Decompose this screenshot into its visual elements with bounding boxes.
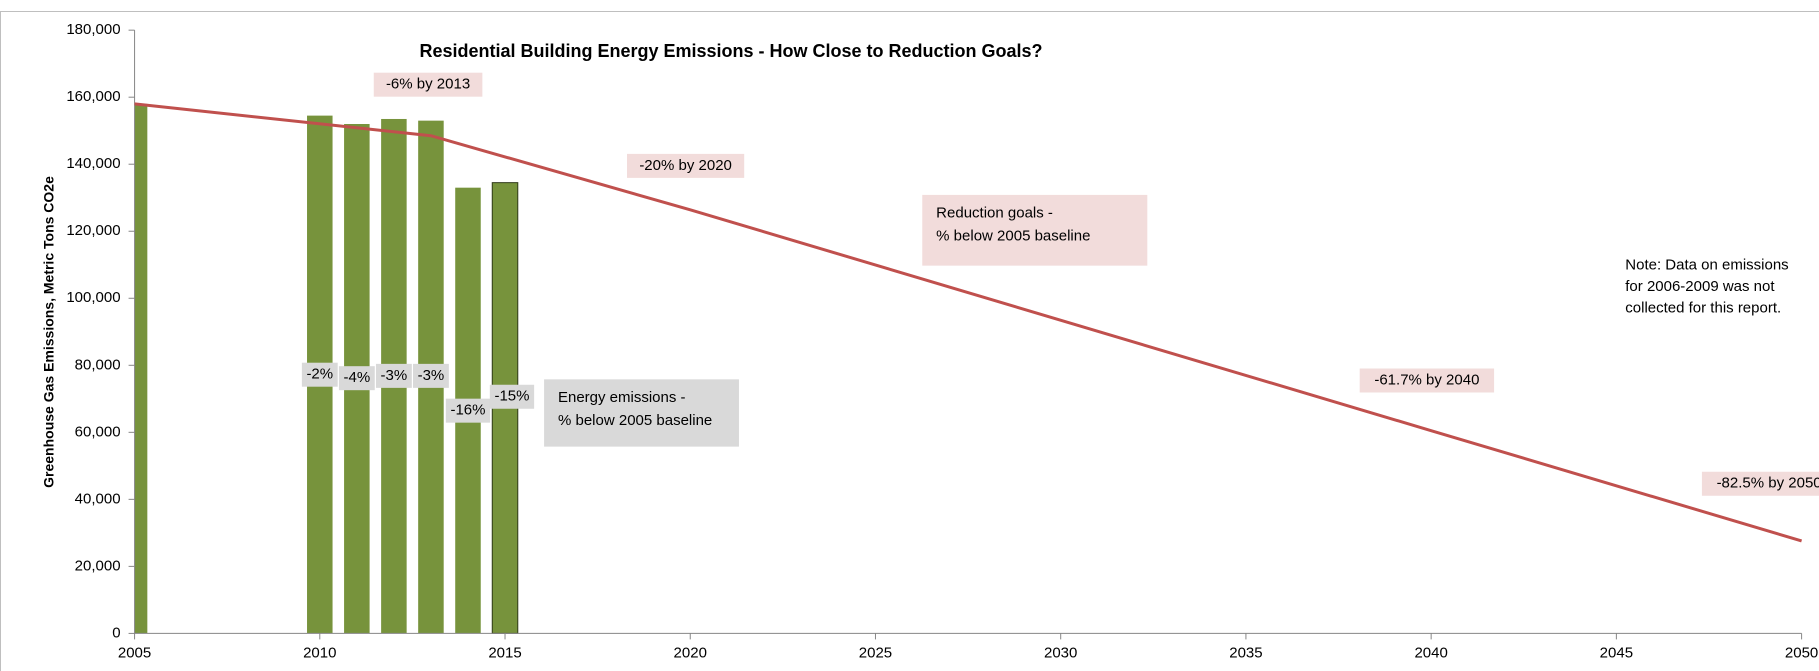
x-tick-label: 2045 [1600,644,1633,661]
note-line: Note: Data on emissions [1625,257,1788,274]
bar-label: -15% [494,388,529,405]
goal-label: -6% by 2013 [386,76,470,93]
bar-label: -3% [381,367,408,384]
bar-label: -4% [343,369,370,386]
goal-label-box [627,153,745,178]
goal-label: -82.5% by 2050 [1717,475,1819,492]
chart-title: Residential Building Energy Emissions - … [419,41,1042,61]
text-box-line: % below 2005 baseline [558,412,712,429]
y-tick-label: 100,000 [66,289,120,306]
goal-label-box [1701,471,1819,496]
bar-label: -16% [450,402,485,419]
bar-label-box [301,362,338,387]
bar-label-box [338,366,375,391]
x-tick-label: 2005 [118,644,151,661]
note-line: for 2006-2009 was not [1625,278,1775,295]
goal-label-box [1359,368,1495,393]
bar-label-box [489,384,535,409]
goal-label-box [373,72,483,97]
bar-label-box [375,363,412,388]
x-tick-label: 2015 [488,644,521,661]
x-tick-label: 2040 [1414,644,1447,661]
y-tick-label: 40,000 [75,490,121,507]
text-box [922,194,1148,266]
y-tick-label: 160,000 [66,88,120,105]
x-tick-label: 2050 [1785,644,1818,661]
bar [134,103,148,634]
text-box [544,379,739,447]
note-line: collected for this report. [1625,300,1781,317]
x-tick-label: 2010 [303,644,336,661]
bar-label-box [445,398,491,423]
text-box-line: Energy emissions - [558,389,686,406]
bar-label-box [413,363,449,388]
text-box-line: % below 2005 baseline [936,228,1090,245]
text-box-line: Reduction goals - [936,204,1053,221]
x-tick-label: 2025 [859,644,892,661]
bar-label: -2% [306,366,333,383]
y-tick-label: 140,000 [66,155,120,172]
x-tick-label: 2020 [674,644,707,661]
y-axis-label: Greenhouse Gas Emissions, Metric Tons CO… [41,176,57,488]
y-tick-label: 80,000 [75,356,121,373]
goal-line [134,102,1803,543]
goal-label: -20% by 2020 [639,157,732,174]
goal-label: -61.7% by 2040 [1374,371,1479,388]
y-tick-label: 180,000 [66,21,120,38]
x-tick-label: 2035 [1229,644,1262,661]
x-tick-label: 2030 [1044,644,1077,661]
y-tick-label: 120,000 [66,222,120,239]
chart-frame [0,11,1819,671]
y-tick-label: 20,000 [75,557,121,574]
y-tick-label: 0 [112,624,120,641]
y-tick-label: 60,000 [75,423,121,440]
bar-label: -3% [418,367,445,384]
